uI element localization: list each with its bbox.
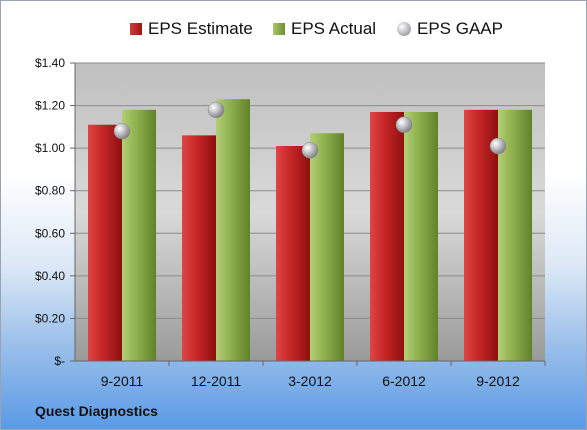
bar-eps-estimate-3-2012 bbox=[276, 146, 310, 361]
marker-eps-gaap-9-2012 bbox=[489, 137, 507, 155]
bar-eps-actual-9-2011 bbox=[122, 109, 156, 361]
bar-eps-estimate-6-2012 bbox=[370, 111, 404, 361]
x-tick-label: 12-2011 bbox=[191, 373, 242, 389]
x-tick-label: 3-2012 bbox=[288, 373, 332, 389]
legend-gaap: EPS GAAP bbox=[397, 18, 503, 40]
x-axis: 9-2011 12-2011 3-2012 6-2012 9-2012 bbox=[75, 360, 546, 389]
y-tick-label: $1.00 bbox=[35, 141, 65, 155]
y-tick-label: $1.40 bbox=[35, 56, 65, 70]
x-tick-label: 9-2012 bbox=[476, 373, 520, 389]
legend-gaap-marker bbox=[397, 22, 411, 36]
bar-eps-estimate-12-2011 bbox=[182, 135, 216, 361]
bar-eps-actual-6-2012 bbox=[404, 111, 438, 361]
y-tick-label: $0.80 bbox=[35, 184, 65, 198]
x-tick-label: 6-2012 bbox=[382, 373, 426, 389]
legend-actual: EPS Actual bbox=[273, 18, 376, 40]
marker-eps-gaap-12-2011 bbox=[207, 101, 225, 119]
bars bbox=[88, 99, 532, 361]
bar-eps-estimate-9-2011 bbox=[88, 124, 122, 361]
bar-eps-actual-12-2011 bbox=[216, 99, 250, 361]
bar-eps-actual-3-2012 bbox=[310, 133, 344, 361]
y-tick-label: $- bbox=[54, 354, 65, 368]
y-tick-label: $0.40 bbox=[35, 269, 65, 283]
x-tick-label: 9-2011 bbox=[101, 373, 144, 389]
legend-estimate-label: EPS Estimate bbox=[148, 19, 253, 38]
marker-eps-gaap-3-2012 bbox=[301, 142, 319, 159]
y-tick-label: $1.20 bbox=[35, 99, 65, 113]
y-tick-label: $0.60 bbox=[35, 226, 65, 240]
legend-actual-label: EPS Actual bbox=[291, 19, 377, 38]
marker-eps-gaap-9-2011 bbox=[113, 122, 131, 140]
company-name: Quest Diagnostics bbox=[35, 403, 158, 419]
legend-estimate: EPS Estimate bbox=[130, 18, 253, 40]
legend-gaap-label: EPS GAAP bbox=[417, 19, 503, 38]
marker-eps-gaap-6-2012 bbox=[395, 116, 413, 133]
legend-actual-swatch bbox=[273, 23, 285, 35]
y-axis: $- $0.20 $0.40 $0.60 $0.80 $1.00 $1.20 $1.40 bbox=[35, 56, 76, 368]
y-tick-label: $0.20 bbox=[35, 311, 65, 325]
legend-estimate-swatch bbox=[130, 23, 142, 35]
